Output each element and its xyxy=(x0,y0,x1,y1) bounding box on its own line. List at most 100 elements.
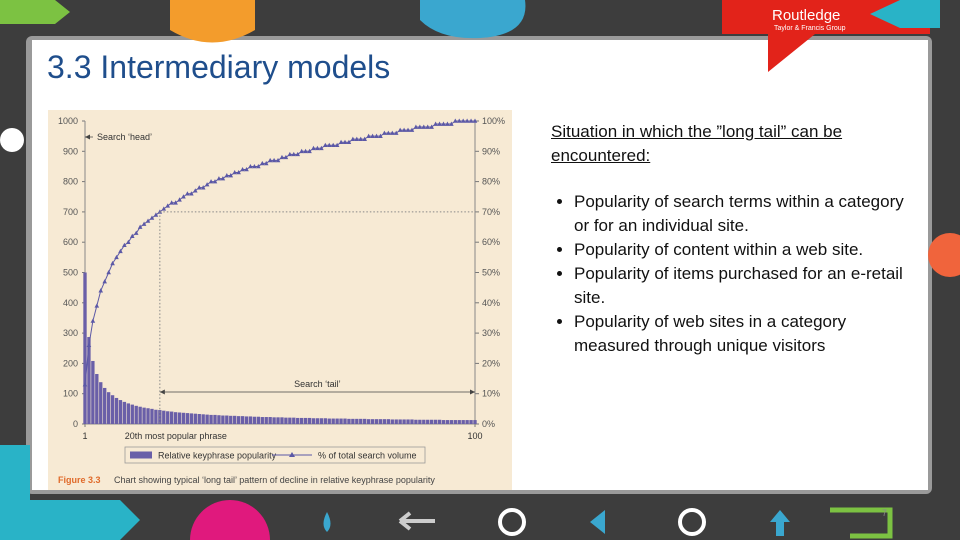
bar xyxy=(465,420,469,424)
line-marker xyxy=(236,170,241,175)
bar xyxy=(169,411,174,424)
line-marker xyxy=(82,382,88,387)
line-marker xyxy=(421,124,427,129)
bar xyxy=(106,392,111,424)
line-marker xyxy=(417,124,423,129)
decor-arrow xyxy=(398,511,435,531)
y-tick-label: 400 xyxy=(63,298,78,308)
head-arrow-head xyxy=(85,134,90,140)
decor-drop xyxy=(323,512,331,532)
line-marker xyxy=(401,127,407,132)
y2-tick-label: 40% xyxy=(482,298,500,308)
line-marker xyxy=(409,127,415,132)
bar xyxy=(209,414,213,424)
line-marker xyxy=(232,170,237,175)
legend-label: Relative keyphrase popularity xyxy=(158,451,277,461)
line-marker xyxy=(323,142,328,148)
y-tick-label: 300 xyxy=(63,328,78,338)
bar xyxy=(296,417,300,424)
page-number: 7 xyxy=(882,508,887,518)
y2-tick-label: 20% xyxy=(482,358,500,368)
decor-arrow xyxy=(870,0,940,28)
bar xyxy=(201,414,205,424)
line-marker xyxy=(161,206,167,211)
body-text: Situation in which the ”long tail” can b… xyxy=(551,120,911,358)
line-marker xyxy=(177,197,182,202)
bar xyxy=(307,417,312,424)
line-marker xyxy=(291,151,297,157)
bullet-list: Popularity of search terms within a cate… xyxy=(551,190,911,358)
decor-arrow xyxy=(830,507,893,539)
decor-cloud xyxy=(0,128,24,152)
bar xyxy=(103,387,107,424)
line-marker xyxy=(319,145,324,151)
line-marker xyxy=(429,124,434,129)
y-tick-label: 1000 xyxy=(58,116,78,126)
bar xyxy=(225,415,229,424)
line-marker xyxy=(228,173,234,178)
bar xyxy=(158,410,162,424)
line-marker xyxy=(212,179,218,184)
bar xyxy=(134,405,138,424)
bar xyxy=(248,416,253,424)
logo-subtitle: Taylor & Francis Group xyxy=(774,25,846,32)
line-marker xyxy=(330,142,336,148)
line-marker xyxy=(382,130,387,135)
bar xyxy=(142,407,146,424)
bar xyxy=(280,417,284,424)
line-marker xyxy=(405,127,411,132)
bar xyxy=(126,403,131,424)
bar xyxy=(339,418,343,424)
line-marker xyxy=(118,248,123,254)
bar xyxy=(118,400,123,424)
tail-arrow-head xyxy=(159,389,165,395)
bar xyxy=(366,419,371,424)
line-marker xyxy=(106,270,111,275)
bar xyxy=(402,419,406,424)
bar xyxy=(244,416,249,424)
y2-tick-label: 70% xyxy=(482,207,500,217)
line-marker xyxy=(303,148,308,154)
bar xyxy=(394,419,398,424)
line-marker xyxy=(472,118,478,123)
line-marker xyxy=(252,163,257,169)
bar xyxy=(347,418,351,424)
bar xyxy=(154,409,158,424)
bar xyxy=(363,418,367,424)
bar xyxy=(449,420,454,424)
bar xyxy=(272,417,276,424)
bar xyxy=(355,418,359,424)
bar xyxy=(130,404,134,424)
y2-tick-label: 30% xyxy=(482,328,500,338)
bar xyxy=(197,414,201,424)
bar xyxy=(122,401,127,424)
figure-label: Figure 3.3 xyxy=(58,475,101,485)
decor-icon xyxy=(498,508,526,536)
line-marker xyxy=(240,166,245,172)
bar xyxy=(268,417,272,424)
bar xyxy=(162,410,166,424)
bar xyxy=(386,419,391,424)
bar xyxy=(461,420,465,424)
bar xyxy=(429,419,434,424)
line-marker xyxy=(216,176,222,181)
line-marker xyxy=(275,157,281,163)
bar xyxy=(418,419,422,424)
line-marker xyxy=(102,279,107,284)
line-marker xyxy=(263,160,269,166)
head-label: Search ‘head’ xyxy=(97,132,152,142)
bar xyxy=(469,420,473,424)
bar xyxy=(378,419,383,424)
figure-background xyxy=(48,110,512,490)
x-tick-label: 100 xyxy=(467,431,482,441)
bar xyxy=(229,415,233,424)
bar xyxy=(453,420,457,424)
line-marker xyxy=(456,118,462,123)
line-marker xyxy=(279,154,285,160)
decor-cloud xyxy=(420,0,526,39)
decor-shape xyxy=(170,0,255,43)
bar xyxy=(311,418,316,424)
tail-label: Search ‘tail’ xyxy=(294,379,341,389)
